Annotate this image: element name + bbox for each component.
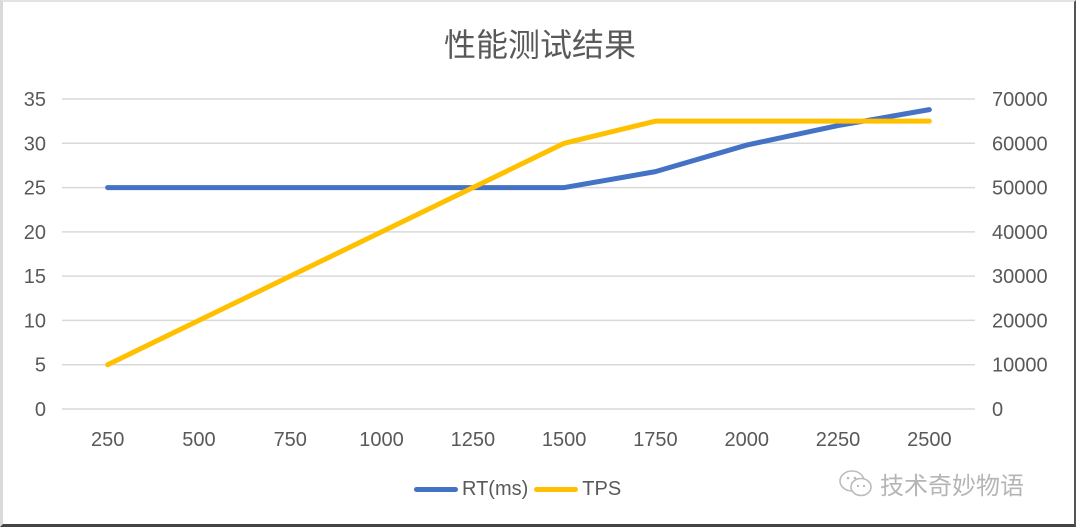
y-tick-right: 30000	[992, 266, 1048, 288]
y-tick-right: 70000	[992, 89, 1048, 111]
wechat-icon	[839, 469, 872, 496]
x-tick: 2500	[907, 429, 952, 451]
legend-swatch-tps	[534, 487, 579, 492]
y-tick-right: 60000	[992, 133, 1048, 155]
chart-title: 性能测试结果	[443, 26, 636, 64]
x-tick: 2000	[725, 429, 770, 451]
y-tick-left: 30	[24, 133, 46, 155]
x-tick: 1000	[359, 429, 404, 451]
series-line-tps	[105, 118, 932, 368]
y-tick-right: 10000	[992, 355, 1048, 377]
watermark: 技术奇妙物语	[838, 466, 1024, 501]
y-tick-left: 35	[24, 89, 46, 111]
y-tick-left: 5	[35, 355, 46, 377]
y-tick-left: 0	[35, 399, 46, 421]
x-tick: 2250	[816, 429, 861, 451]
y-tick-left: 15	[24, 266, 46, 288]
y-tick-left: 10	[24, 310, 46, 332]
y-tick-left: 25	[24, 178, 46, 200]
legend-label-tps: TPS	[582, 478, 622, 500]
legend-swatch-rt	[414, 487, 458, 492]
x-tick: 750	[274, 429, 307, 451]
watermark-text: 技术奇妙物语	[880, 472, 1024, 500]
series-line-rt	[105, 107, 932, 191]
x-tick: 1250	[451, 429, 496, 451]
legend: RT(ms) TPS	[414, 478, 627, 501]
x-tick: 250	[91, 429, 124, 451]
y-tick-right: 20000	[992, 310, 1048, 332]
x-tick: 1500	[542, 429, 587, 451]
y-tick-right: 0	[992, 399, 1003, 421]
y-tick-left: 20	[24, 222, 46, 244]
x-tick: 1750	[633, 429, 678, 451]
x-tick: 500	[182, 429, 215, 451]
y-tick-right: 40000	[992, 222, 1048, 244]
y-tick-right: 50000	[992, 178, 1048, 200]
legend-label-rt: RT(ms)	[462, 478, 529, 500]
